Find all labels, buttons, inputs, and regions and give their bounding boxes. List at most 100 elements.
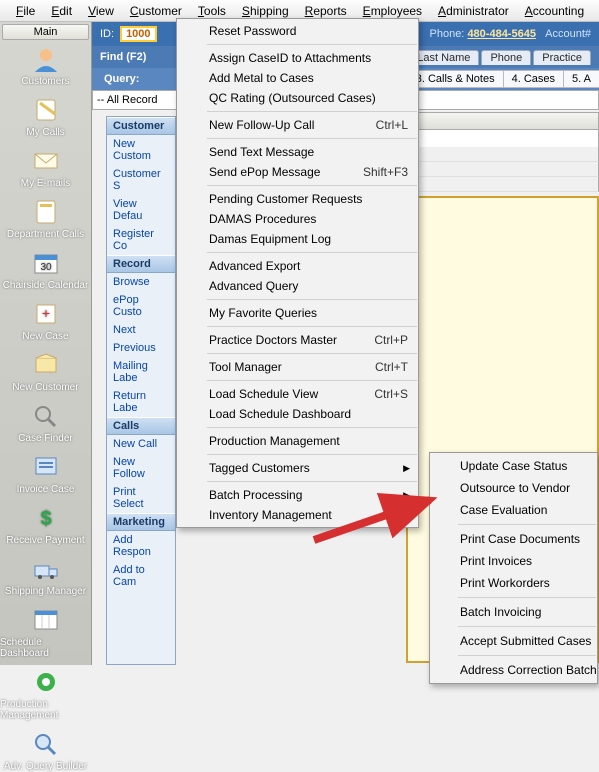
nav-link[interactable]: Customer S [107, 165, 175, 195]
toolbar-my-e-mails[interactable]: My E-mails [0, 146, 91, 189]
menu-separator [458, 655, 596, 656]
submenu-item-print-case-documents[interactable]: Print Case Documents [430, 528, 597, 550]
menu-item-add-metal-to-cases[interactable]: Add Metal to Cases [177, 68, 418, 88]
menu-separator [207, 481, 417, 482]
menu-item-label: DAMAS Procedures [209, 212, 316, 226]
nav-section-marketing: Marketing [107, 513, 175, 531]
nav-link[interactable]: Print Select [107, 483, 175, 513]
menu-item-damas-procedures[interactable]: DAMAS Procedures [177, 209, 418, 229]
submenu-item-outsource-to-vendor[interactable]: Outsource to Vendor [430, 477, 597, 499]
detail-tab[interactable]: 5. A [563, 70, 599, 88]
menu-separator [207, 185, 417, 186]
menu-view[interactable]: View [80, 2, 122, 20]
detail-tab[interactable]: 3. Calls & Notes [407, 70, 503, 88]
toolbar-customers[interactable]: Customers [0, 44, 91, 87]
toolbar-receive-payment[interactable]: $Receive Payment [0, 503, 91, 546]
toolbar-item-label: Chairside Calendar [3, 280, 89, 291]
toolbar-item-label: My Calls [26, 127, 64, 138]
nav-link[interactable]: Return Labe [107, 387, 175, 417]
menu-item-load-schedule-view[interactable]: Load Schedule ViewCtrl+S [177, 384, 418, 404]
menu-edit[interactable]: Edit [43, 2, 80, 20]
nav-link[interactable]: Register Co [107, 225, 175, 255]
nav-link[interactable]: ePop Custo [107, 291, 175, 321]
menu-item-advanced-export[interactable]: Advanced Export [177, 256, 418, 276]
find-tab-practice[interactable]: Practice [533, 50, 591, 65]
submenu-item-accept-submitted-cases[interactable]: Accept Submitted Cases [430, 630, 597, 652]
toolbar-new-case[interactable]: +New Case [0, 299, 91, 342]
menu-help[interactable]: Help [592, 2, 599, 20]
my-e-mails-icon [29, 146, 63, 176]
submenu-item-batch-invoicing[interactable]: Batch Invoicing [430, 601, 597, 623]
submenu-item-print-workorders[interactable]: Print Workorders [430, 572, 597, 594]
menu-separator [207, 138, 417, 139]
toolbar-schedule-dashboard[interactable]: Schedule Dashboard [0, 605, 91, 659]
nav-link[interactable]: View Defau [107, 195, 175, 225]
menu-employees[interactable]: Employees [355, 2, 430, 20]
menu-item-send-epop-message[interactable]: Send ePop MessageShift+F3 [177, 162, 418, 182]
menu-item-label: Batch Processing [209, 488, 302, 502]
menu-item-tagged-customers[interactable]: Tagged Customers▶ [177, 458, 418, 478]
menu-item-damas-equipment-log[interactable]: Damas Equipment Log [177, 229, 418, 249]
menu-accounting[interactable]: Accounting [517, 2, 592, 20]
submenu-item-update-case-status[interactable]: Update Case Status [430, 455, 597, 477]
nav-link[interactable]: New Call [107, 435, 175, 453]
menu-item-reset-password[interactable]: Reset Password [177, 21, 418, 41]
id-value[interactable]: 1000 [120, 26, 156, 42]
menu-item-new-follow-up-call[interactable]: New Follow-Up CallCtrl+L [177, 115, 418, 135]
menu-item-label: Assign CaseID to Attachments [209, 51, 371, 65]
menu-item-batch-processing[interactable]: Batch Processing▶ [177, 485, 418, 505]
phone-block: Phone: 480-484-5645 Account# [430, 28, 592, 40]
nav-link[interactable]: Next [107, 321, 175, 339]
find-tab-phone[interactable]: Phone [481, 50, 531, 65]
nav-link[interactable]: Browse [107, 273, 175, 291]
submenu-item-case-evaluation[interactable]: Case Evaluation [430, 499, 597, 521]
submenu-item-address-correction-batch[interactable]: Address Correction Batch [430, 659, 597, 681]
find-label[interactable]: Find (F2) [100, 51, 146, 63]
menu-reports[interactable]: Reports [297, 2, 355, 20]
menu-item-inventory-management[interactable]: Inventory Management▶ [177, 505, 418, 525]
toolbar-production-management[interactable]: Production Management [0, 667, 91, 721]
nav-link[interactable]: New Follow [107, 453, 175, 483]
menu-item-pending-customer-requests[interactable]: Pending Customer Requests [177, 189, 418, 209]
menu-item-tool-manager[interactable]: Tool ManagerCtrl+T [177, 357, 418, 377]
menu-item-advanced-query[interactable]: Advanced Query [177, 276, 418, 296]
menu-tools[interactable]: Tools [190, 2, 234, 20]
new-case-icon: + [29, 299, 63, 329]
nav-link[interactable]: Mailing Labe [107, 357, 175, 387]
menu-item-label: Production Management [209, 434, 340, 448]
menu-item-production-management[interactable]: Production Management [177, 431, 418, 451]
menu-shortcut: Shift+F3 [343, 165, 408, 179]
phone-value[interactable]: 480-484-5645 [467, 28, 536, 40]
nav-link[interactable]: Add to Cam [107, 561, 175, 591]
toolbar-my-calls[interactable]: My Calls [0, 95, 91, 138]
detail-tab[interactable]: 4. Cases [503, 70, 563, 88]
menu-file[interactable]: File [8, 2, 43, 20]
toolbar-adv-query-builder[interactable]: Adv. Query Builder [0, 729, 91, 772]
menu-separator [458, 524, 596, 525]
nav-link[interactable]: Add Respon [107, 531, 175, 561]
my-calls-icon [29, 95, 63, 125]
svg-text:+: + [41, 305, 49, 321]
menu-item-label: Pending Customer Requests [209, 192, 362, 206]
toolbar-case-finder[interactable]: Case Finder [0, 401, 91, 444]
menu-administrator[interactable]: Administrator [430, 2, 517, 20]
receive-payment-icon: $ [29, 503, 63, 533]
toolbar-new-customer[interactable]: New Customer [0, 350, 91, 393]
menu-item-practice-doctors-master[interactable]: Practice Doctors MasterCtrl+P [177, 330, 418, 350]
menu-item-label: Send Text Message [209, 145, 314, 159]
menu-customer[interactable]: Customer [122, 2, 190, 20]
menu-item-assign-caseid-to-attachments[interactable]: Assign CaseID to Attachments [177, 48, 418, 68]
submenu-item-print-invoices[interactable]: Print Invoices [430, 550, 597, 572]
menu-item-qc-rating-outsourced-cases-[interactable]: QC Rating (Outsourced Cases) [177, 88, 418, 108]
menu-item-my-favorite-queries[interactable]: My Favorite Queries [177, 303, 418, 323]
menu-item-load-schedule-dashboard[interactable]: Load Schedule Dashboard [177, 404, 418, 424]
toolbar-department-calls[interactable]: Department Calls [0, 197, 91, 240]
nav-link[interactable]: Previous [107, 339, 175, 357]
toolbar-chairside-calendar[interactable]: 30Chairside Calendar [0, 248, 91, 291]
menu-shipping[interactable]: Shipping [234, 2, 297, 20]
menu-item-label: Add Metal to Cases [209, 71, 314, 85]
toolbar-invoice-case[interactable]: Invoice Case [0, 452, 91, 495]
menu-item-send-text-message[interactable]: Send Text Message [177, 142, 418, 162]
toolbar-shipping-manager[interactable]: Shipping Manager [0, 554, 91, 597]
nav-link[interactable]: New Custom [107, 135, 175, 165]
